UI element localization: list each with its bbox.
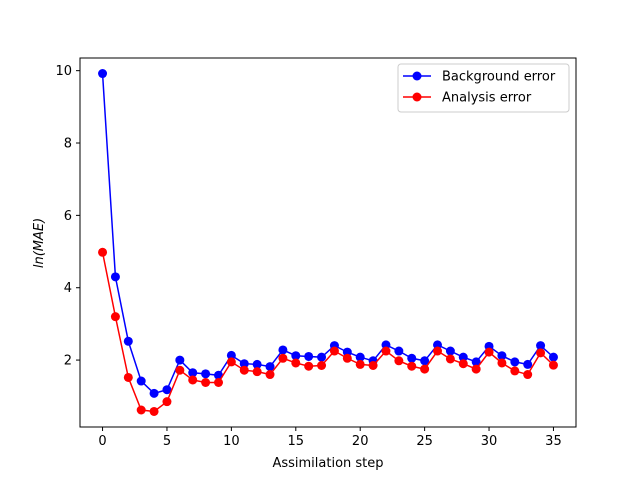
data-point-background-error <box>110 272 120 282</box>
data-point-analysis-error <box>536 348 546 358</box>
data-point-analysis-error <box>458 359 468 369</box>
data-point-analysis-error <box>304 361 314 371</box>
data-point-analysis-error <box>342 353 352 363</box>
data-point-analysis-error <box>226 357 236 367</box>
x-tick-label: 25 <box>416 434 433 449</box>
data-point-background-error <box>98 69 108 79</box>
data-point-background-error <box>317 352 327 362</box>
x-tick-label: 30 <box>481 434 498 449</box>
data-point-analysis-error <box>239 365 249 375</box>
data-point-background-error <box>188 368 198 378</box>
data-point-background-error <box>342 347 352 357</box>
data-point-background-error <box>201 369 211 379</box>
legend-marker-analysis-error <box>412 92 422 102</box>
legend: Background error Analysis error <box>397 63 570 113</box>
data-point-analysis-error <box>175 365 185 375</box>
data-point-background-error <box>407 353 417 363</box>
data-point-background-error <box>136 376 146 386</box>
data-point-analysis-error <box>510 366 520 376</box>
data-point-analysis-error <box>136 405 146 415</box>
data-point-background-error <box>304 351 314 361</box>
data-point-analysis-error <box>433 346 443 356</box>
plot-area <box>79 57 577 428</box>
data-point-background-error <box>458 352 468 362</box>
data-point-analysis-error <box>213 378 223 388</box>
y-tick-label: 4 <box>64 281 72 296</box>
x-tick-label: 35 <box>545 434 562 449</box>
data-point-background-error <box>420 356 430 366</box>
data-point-analysis-error <box>407 361 417 371</box>
legend-box <box>397 63 570 113</box>
data-point-analysis-error <box>445 354 455 364</box>
data-point-background-error <box>497 351 507 361</box>
data-point-analysis-error <box>471 364 481 374</box>
data-point-background-error <box>536 341 546 351</box>
data-point-background-error <box>394 346 404 356</box>
y-tick-label: 2 <box>64 354 72 369</box>
data-point-background-error <box>252 359 262 369</box>
data-point-analysis-error <box>394 356 404 366</box>
data-point-background-error <box>548 352 558 362</box>
data-point-background-error <box>162 385 172 395</box>
x-tick-label: 0 <box>98 434 106 449</box>
data-point-analysis-error <box>201 378 211 388</box>
data-point-background-error <box>149 388 159 398</box>
data-point-analysis-error <box>188 375 198 385</box>
data-point-analysis-error <box>110 312 120 322</box>
data-point-background-error <box>355 352 365 362</box>
data-point-analysis-error <box>368 361 378 370</box>
data-point-background-error <box>226 350 236 360</box>
y-axis-label: ln(MAE) <box>32 218 47 268</box>
data-point-background-error <box>291 351 301 361</box>
data-point-background-error <box>239 359 249 369</box>
data-point-background-error <box>433 340 443 350</box>
data-point-analysis-error <box>381 346 391 356</box>
x-axis-ticks: 0 5 10 15 20 25 30 35 <box>98 427 562 449</box>
x-tick-label: 5 <box>163 434 171 449</box>
y-tick-label: 8 <box>64 137 72 152</box>
y-tick-label: 6 <box>64 209 72 224</box>
data-point-analysis-error <box>484 347 494 357</box>
data-point-analysis-error <box>355 359 365 369</box>
legend-marker-background-error <box>412 71 422 81</box>
data-point-background-error <box>278 345 288 355</box>
data-point-background-error <box>445 346 455 356</box>
data-point-background-error <box>265 362 275 372</box>
y-axis-ticks: 2 4 6 8 10 <box>55 64 80 369</box>
data-point-background-error <box>175 355 185 365</box>
data-point-analysis-error <box>420 364 430 374</box>
data-point-analysis-error <box>497 358 507 368</box>
x-tick-label: 15 <box>288 434 305 449</box>
data-point-analysis-error <box>278 353 288 363</box>
y-tick-label: 10 <box>55 64 72 79</box>
data-point-background-error <box>123 336 133 346</box>
data-point-analysis-error <box>265 370 275 380</box>
legend-label-background-error: Background error <box>442 70 556 85</box>
legend-label-analysis-error: Analysis error <box>442 91 532 106</box>
x-tick-label: 20 <box>352 434 369 449</box>
data-point-analysis-error <box>317 361 327 370</box>
data-point-analysis-error <box>162 397 172 407</box>
data-point-analysis-error <box>548 360 558 370</box>
data-point-background-error <box>510 357 520 367</box>
data-point-analysis-error <box>98 247 108 257</box>
axes-frame <box>79 57 577 428</box>
data-point-analysis-error <box>291 358 301 368</box>
data-point-analysis-error <box>149 406 159 416</box>
data-point-background-error <box>471 357 481 367</box>
data-point-analysis-error <box>252 367 262 377</box>
data-point-analysis-error <box>329 346 339 356</box>
data-point-analysis-error <box>523 370 533 380</box>
data-point-analysis-error <box>123 372 133 382</box>
x-axis-label: Assimilation step <box>272 456 383 471</box>
x-tick-label: 10 <box>223 434 240 449</box>
data-point-background-error <box>523 359 533 369</box>
data-point-background-error <box>381 340 391 350</box>
